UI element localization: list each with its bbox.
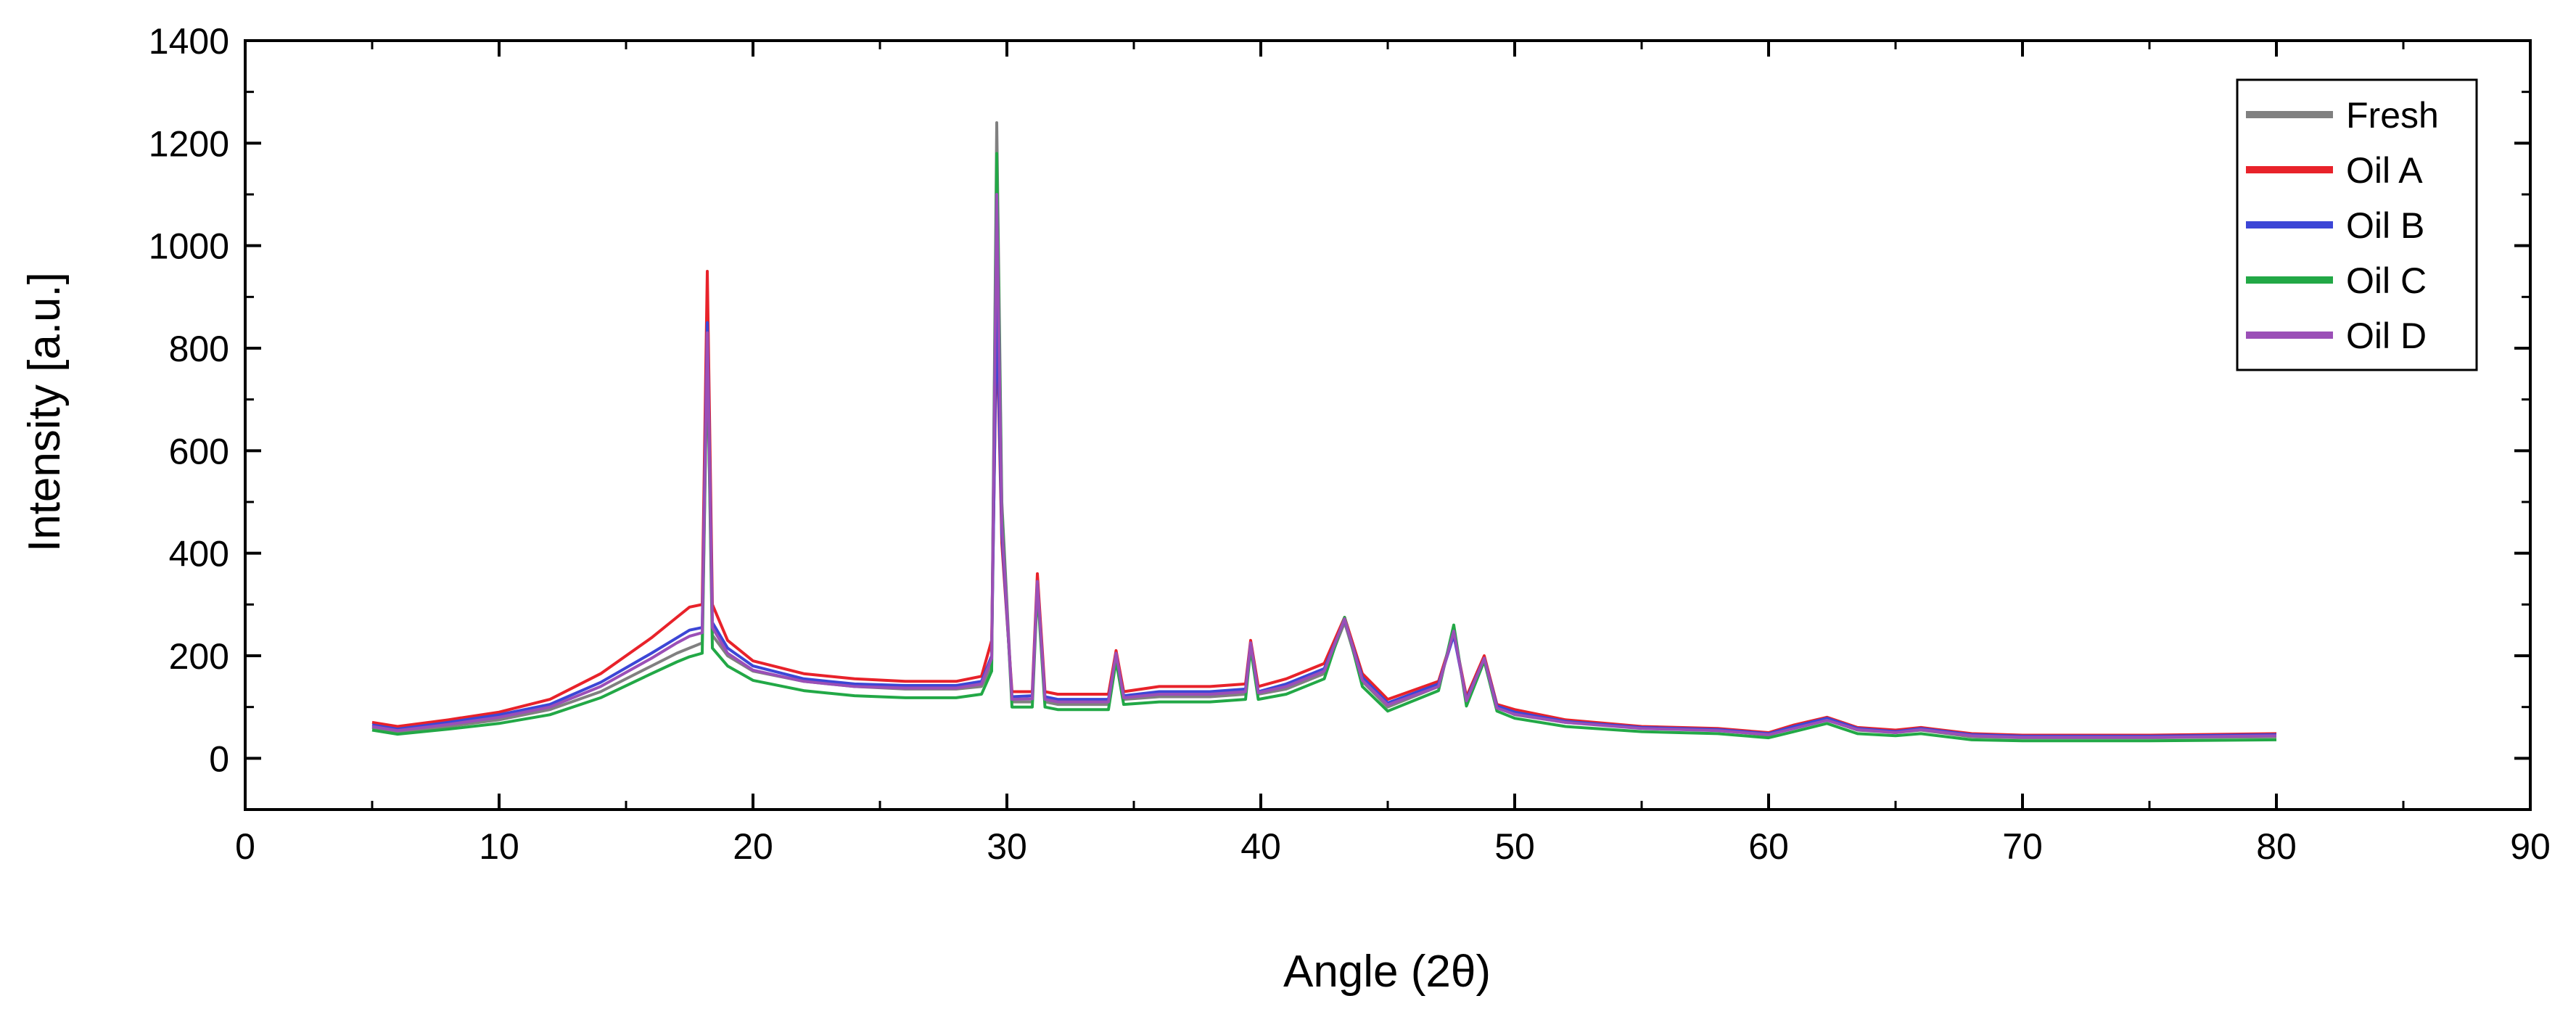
y-tick-label: 400 <box>169 534 229 575</box>
y-tick-label: 600 <box>169 431 229 472</box>
y-tick-label: 200 <box>169 636 229 677</box>
legend-label: Fresh <box>2346 95 2439 136</box>
series-layer <box>371 121 2277 743</box>
axes-layer <box>244 39 2532 811</box>
legend-label: Oil B <box>2346 205 2424 246</box>
x-tick-label: 40 <box>1240 826 1281 867</box>
series-line-4 <box>371 193 2277 739</box>
y-axis-title: Intensity [a.u.] <box>20 272 70 552</box>
x-tick-label: 50 <box>1494 826 1535 867</box>
y-tick-label: 1000 <box>149 226 229 267</box>
y-tick-label: 1400 <box>149 21 229 62</box>
x-tick-label: 20 <box>733 826 773 867</box>
plot-frame <box>244 39 2532 811</box>
x-tick-label: 10 <box>479 826 519 867</box>
x-tick-label: 30 <box>987 826 1027 867</box>
x-tick-label: 80 <box>2256 826 2297 867</box>
ticks-layer: 0 10 20 30 40 50 60 70 80 90 0 200 400 600 800 1000 1200… <box>149 21 2551 867</box>
x-tick-label: 90 <box>2510 826 2551 867</box>
legend-label: Oil D <box>2346 316 2427 356</box>
x-tick-label: 60 <box>1748 826 1789 867</box>
series-line-3 <box>371 152 2277 743</box>
legend-label: Oil C <box>2346 260 2427 301</box>
x-tick-label: 70 <box>2002 826 2043 867</box>
x-axis-title: Angle (2θ) <box>1283 947 1491 997</box>
y-tick-label: 800 <box>169 329 229 369</box>
y-tick-label: 0 <box>209 738 229 779</box>
legend: Fresh Oil A Oil B Oil C Oil D <box>2236 78 2478 371</box>
y-tick-label: 1200 <box>149 123 229 164</box>
series-line-0 <box>371 121 2277 740</box>
x-tick-label: 0 <box>235 826 255 867</box>
legend-label: Oil A <box>2346 150 2423 191</box>
